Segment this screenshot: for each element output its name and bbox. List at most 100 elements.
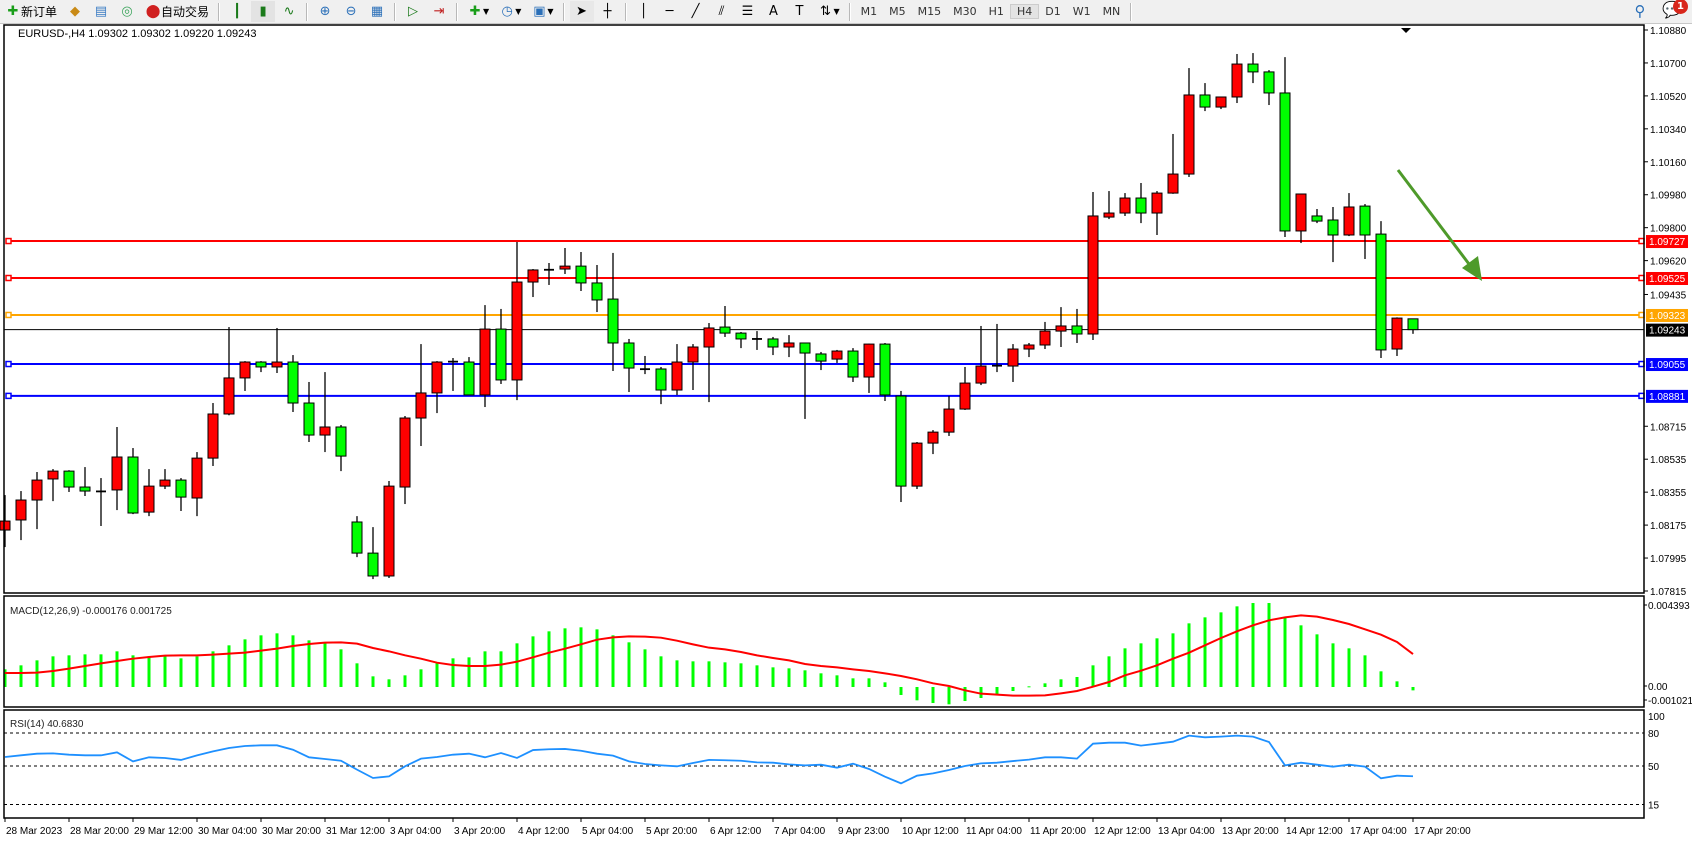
candle <box>1263 70 1275 106</box>
navigator-button[interactable]: ▤ <box>89 1 113 22</box>
candle <box>1407 318 1419 334</box>
candle-body <box>31 479 43 501</box>
price-axis-label: 1.09620 <box>1650 257 1687 268</box>
candle <box>1247 53 1259 84</box>
candle <box>671 344 683 395</box>
market-watch-button[interactable]: ◆ <box>63 1 87 22</box>
time-axis-label: 13 Apr 04:00 <box>1158 826 1215 837</box>
time-axis-label: 5 Apr 04:00 <box>582 826 634 837</box>
text-button[interactable]: A <box>762 1 786 22</box>
candle <box>1087 191 1099 341</box>
candle <box>752 331 762 350</box>
macd-histogram-bar <box>1123 648 1127 687</box>
price-axis-label: 1.10520 <box>1650 92 1687 103</box>
rsi-line <box>4 734 1414 785</box>
candle <box>815 351 827 371</box>
line-chart-button[interactable]: ∿ <box>277 1 301 22</box>
timeframe-m1[interactable]: M1 <box>860 5 878 18</box>
candlestick-button[interactable]: ▮ <box>251 1 276 22</box>
chat-button[interactable]: 💬 1 <box>1662 0 1688 20</box>
timeframe-d1[interactable]: D1 <box>1045 5 1061 18</box>
timeframe-m30[interactable]: M30 <box>953 5 977 18</box>
signals-button[interactable]: ◎ <box>115 1 139 22</box>
trendline-button[interactable]: ╱ <box>684 1 708 22</box>
candle-body <box>207 413 219 459</box>
zoom-in-icon: ⊕ <box>319 3 331 19</box>
candle <box>239 361 251 391</box>
candle-body <box>591 282 603 301</box>
macd-histogram-bar <box>243 639 247 687</box>
arrows-button[interactable]: ⇅ ▼ <box>814 1 844 22</box>
candle <box>799 342 811 419</box>
line-chart-icon: ∿ <box>283 3 295 19</box>
timeframe-m5[interactable]: M5 <box>889 5 906 18</box>
time-axis-label: 30 Mar 20:00 <box>262 826 321 837</box>
chart-window[interactable]: 1.10880 1.10700 1.10520 1.10340 1.10160 1.099… <box>0 24 1692 844</box>
level-anchor-handle <box>5 311 12 319</box>
main-pane-frame <box>3 24 1645 594</box>
timeframe-h1[interactable]: H1 <box>988 5 1004 18</box>
time-axis-label: 7 Apr 04:00 <box>774 826 826 837</box>
macd-histogram-bar <box>211 651 215 687</box>
candle-body <box>415 392 427 419</box>
macd-histogram-bar <box>179 658 183 687</box>
text-label-button[interactable]: T <box>788 1 812 22</box>
navigator-icon: ▤ <box>94 3 108 19</box>
cursor-button[interactable]: ➤ <box>569 1 594 22</box>
macd-histogram-bar <box>99 654 103 687</box>
candle-body <box>271 361 283 368</box>
macd-histogram-bar <box>579 627 583 687</box>
timeframe-w1[interactable]: W1 <box>1072 5 1091 18</box>
periods-button[interactable]: ◷ ▼ <box>495 1 525 22</box>
candle <box>335 424 347 472</box>
auto-trading-button[interactable]: ⬤ 自动交易 <box>141 1 213 22</box>
candle-body <box>143 485 155 513</box>
toolbar-separator <box>624 2 627 21</box>
candle-body <box>847 350 859 378</box>
macd-histogram-bar <box>307 640 311 687</box>
candle <box>1039 321 1051 350</box>
zoom-in-button[interactable]: ⊕ <box>313 1 337 22</box>
zoom-out-button[interactable]: ⊖ <box>339 1 363 22</box>
chart-background <box>0 24 1692 844</box>
fibonacci-button[interactable]: ☰ <box>736 1 760 22</box>
candle-body <box>479 328 491 396</box>
timeframe-h4[interactable]: H4 <box>1009 4 1040 19</box>
price-axis-label: 1.08175 <box>1650 521 1687 532</box>
candle <box>1295 193 1307 244</box>
fibonacci-icon: ☰ <box>741 3 754 19</box>
search-icon[interactable]: ⚲ <box>1634 2 1646 20</box>
macd-histogram-bar <box>19 665 23 687</box>
indicators-button[interactable]: ✚ ▼ <box>463 1 493 22</box>
candle <box>544 262 554 285</box>
timeframe-m15[interactable]: M15 <box>917 5 942 18</box>
candle <box>783 335 795 358</box>
horizontal-line-button[interactable]: ─ <box>658 1 682 22</box>
candle-body <box>783 342 795 348</box>
macd-histogram-bar <box>787 668 791 687</box>
vertical-line-button[interactable]: │ <box>632 1 656 22</box>
crosshair-button[interactable]: ┼ <box>596 1 620 22</box>
timeframe-mn[interactable]: MN <box>1102 5 1121 18</box>
macd-histogram-bar <box>739 663 743 687</box>
templates-button[interactable]: ▣ ▼ <box>527 1 557 22</box>
rsi-axis-label: 100 <box>1648 712 1665 723</box>
candle-body <box>703 327 715 348</box>
candle-body <box>1263 71 1275 94</box>
candle <box>96 478 106 527</box>
bar-chart-button[interactable]: ┃ <box>225 1 249 22</box>
candle-body <box>63 470 75 488</box>
new-order-button[interactable]: ✚ 新订单 <box>1 1 61 22</box>
tile-windows-button[interactable]: ▦ <box>365 1 389 22</box>
candle <box>927 430 939 455</box>
price-axis-label: 1.07995 <box>1650 554 1687 565</box>
candle-body <box>1327 219 1339 236</box>
candle <box>479 305 491 408</box>
chart-shift-button[interactable]: ⇥ <box>427 1 451 22</box>
autoscroll-button[interactable]: ▷ <box>401 1 425 22</box>
equidistant-channel-button[interactable]: ⫽ <box>710 1 734 22</box>
price-axis-label: 1.08355 <box>1650 488 1687 499</box>
macd-histogram-bar <box>531 636 535 687</box>
horizontal-line-icon: ─ <box>665 3 674 19</box>
time-axis-label: 9 Apr 23:00 <box>838 826 890 837</box>
